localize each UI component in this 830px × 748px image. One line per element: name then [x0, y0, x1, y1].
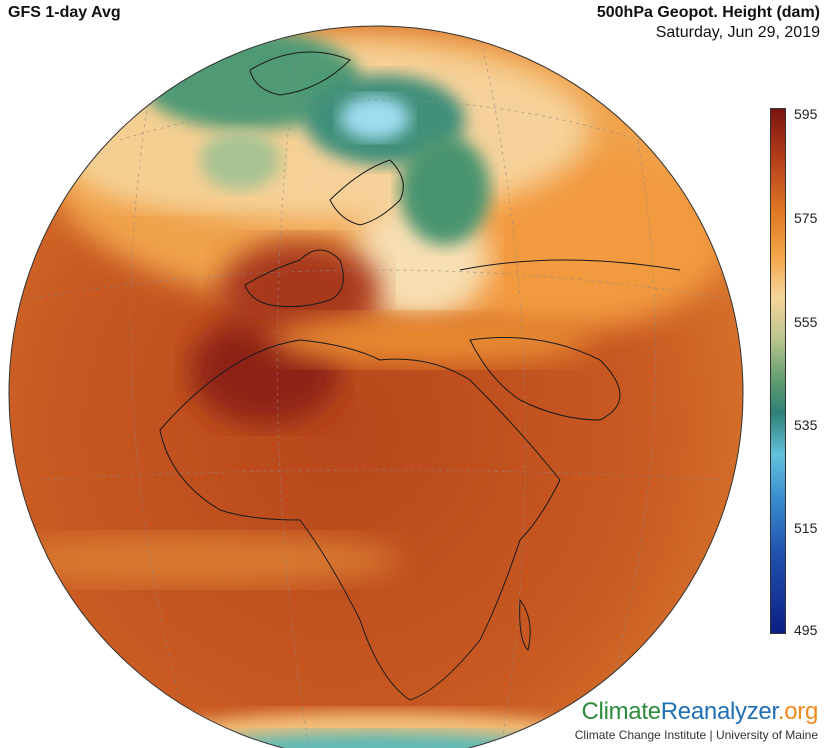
colorbar-tick: 575	[794, 210, 818, 226]
title-block: 500hPa Geopot. Height (dam) Saturday, Ju…	[597, 4, 820, 42]
map-date: Saturday, Jun 29, 2019	[655, 24, 820, 41]
colorbar-tick: 535	[794, 417, 818, 433]
colorbar-tick: 515	[794, 520, 818, 536]
globe-fill	[9, 26, 743, 748]
brand-subtitle: Climate Change Institute | University of…	[574, 728, 818, 742]
logo-reanalyzer: Reanalyzer	[660, 698, 778, 725]
logo-org: .org	[777, 698, 818, 725]
colorbar-tick: 495	[794, 622, 818, 638]
map-title: 500hPa Geopot. Height (dam)	[596, 4, 820, 21]
colorbar-tick: 595	[794, 106, 818, 122]
brand-logo: ClimateReanalyzer.org Climate Change Ins…	[574, 698, 819, 742]
left-title: GFS 1-day Avg	[8, 4, 121, 21]
logo-climate: Climate	[581, 698, 662, 725]
colorbar	[770, 108, 786, 634]
colorbar-tick: 555	[794, 314, 818, 330]
